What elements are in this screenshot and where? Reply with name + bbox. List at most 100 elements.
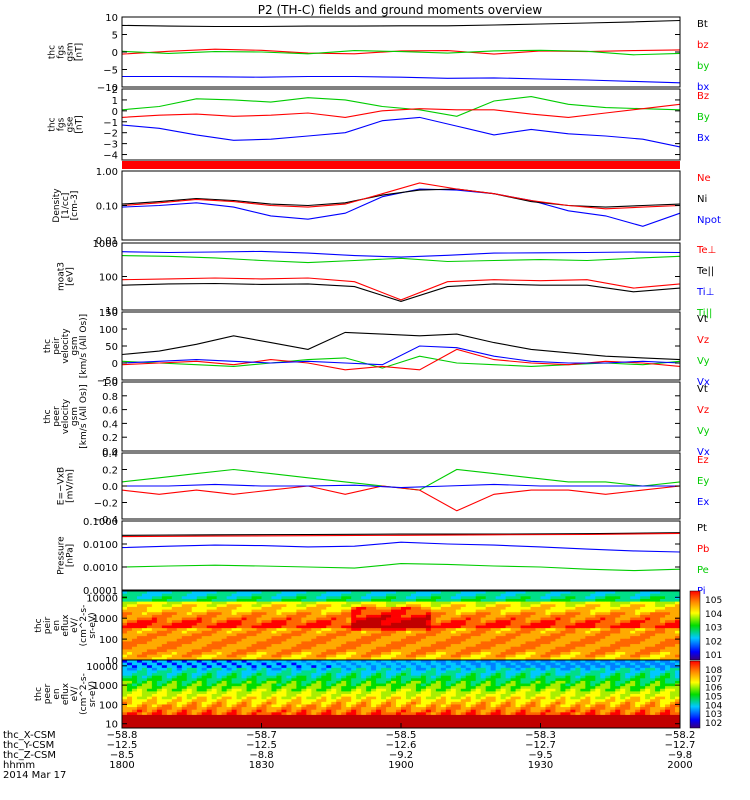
spectrogram-cell <box>665 644 671 648</box>
spectrogram-cell <box>570 614 576 618</box>
spectrogram-cell <box>296 652 302 656</box>
spectrogram-cell <box>655 657 661 661</box>
spectrogram-cell <box>505 622 511 626</box>
spectrogram-cell <box>615 620 621 624</box>
spectrogram-cell <box>371 593 377 597</box>
spectrogram-cell <box>595 622 601 626</box>
spectrogram-cell <box>435 688 442 692</box>
spectrogram-cell <box>291 686 297 690</box>
spectrogram-cell <box>321 662 327 666</box>
spectrogram-cell <box>321 654 327 658</box>
spectrogram-cell <box>301 667 307 671</box>
ytick-label: 2 <box>112 85 118 96</box>
spectrogram-cell <box>530 641 536 645</box>
spectrogram-cell <box>630 688 636 692</box>
spectrogram-cell <box>156 696 163 700</box>
spectrogram-cell <box>286 625 292 629</box>
spectrogram-cell <box>630 657 636 661</box>
spectrogram-cell <box>635 591 641 595</box>
spectrogram-cell <box>410 646 417 650</box>
spectrogram-cell <box>405 683 412 687</box>
spectrogram-cell <box>470 665 477 669</box>
spectrogram-cell <box>156 657 163 661</box>
ylabel-line: sr-eV) <box>88 612 98 638</box>
spectrogram-cell <box>226 652 233 656</box>
spectrogram-cell <box>410 696 417 700</box>
spectrogram-cell <box>196 652 203 656</box>
spectrogram-cell <box>450 617 457 621</box>
spectrogram-cell <box>655 662 661 666</box>
spectrogram-cell <box>570 612 576 616</box>
spectrogram-cell <box>216 678 223 682</box>
spectrogram-cell <box>480 620 487 624</box>
spectrogram-cell <box>485 654 492 658</box>
spectrogram-cell <box>585 596 591 600</box>
spectrogram-cell <box>565 646 571 650</box>
spectrogram-cell <box>376 601 382 605</box>
spectrogram-cell <box>445 665 452 669</box>
spectrogram-cell <box>336 699 342 703</box>
spectrogram-cell <box>351 598 357 603</box>
spectrogram-cell <box>251 696 257 700</box>
spectrogram-cell <box>545 660 551 664</box>
spectrogram-cell <box>381 625 387 629</box>
spectrogram-cell <box>301 652 307 656</box>
spectrogram-cell <box>396 654 402 658</box>
spectrogram-cell <box>410 667 417 671</box>
spectrogram-cell <box>615 660 621 664</box>
spectrogram-cell <box>186 701 193 705</box>
spectrogram-cell <box>625 675 631 679</box>
spectrogram-cell <box>341 614 347 618</box>
spectrogram-cell <box>635 638 641 642</box>
spectrogram-cell <box>425 628 432 632</box>
spectrogram-cell <box>126 683 133 687</box>
spectrogram-cell <box>580 614 586 618</box>
spectrogram-cell <box>470 644 477 648</box>
spectrogram-cell <box>211 646 218 650</box>
spectrogram-cell <box>131 649 138 653</box>
spectrogram-cell <box>156 670 163 674</box>
spectrogram-cell <box>286 596 292 600</box>
spectrogram-cell <box>450 694 457 698</box>
spectrogram-cell <box>550 606 556 610</box>
spectrogram-cell <box>430 598 437 603</box>
spectrogram-cell <box>251 667 257 671</box>
spectrogram-cell <box>675 680 681 684</box>
spectrogram-cell <box>401 630 407 634</box>
spectrogram-cell <box>595 665 601 669</box>
spectrogram-cell <box>610 680 616 684</box>
spectrogram-cell <box>565 614 571 618</box>
spectrogram-cell <box>420 612 427 616</box>
spectrogram-cell <box>271 688 277 692</box>
spectrogram-cell <box>391 606 397 610</box>
spectrogram-cell <box>191 596 198 600</box>
spectrogram-cell <box>196 691 203 695</box>
spectrogram-cell <box>670 696 676 700</box>
spectrogram-cell <box>136 678 143 682</box>
spectrogram-cell <box>630 696 636 700</box>
spectrogram-cell <box>630 596 636 600</box>
spectrogram-cell <box>540 675 546 679</box>
spectrogram-cell <box>171 686 178 690</box>
spectrogram-cell <box>136 641 143 645</box>
spectrogram-cell <box>545 641 551 645</box>
spectrogram-cell <box>306 644 312 648</box>
spectrogram-cell <box>580 625 586 629</box>
spectrogram-cell <box>485 638 492 642</box>
spectrogram-cell <box>226 675 233 679</box>
spectrogram-cell <box>236 654 242 658</box>
spectrogram-cell <box>161 660 168 664</box>
spectrogram-cell <box>520 683 526 687</box>
spectrogram-cell <box>455 652 462 656</box>
spectrogram-cell <box>605 686 611 690</box>
spectrogram-cell <box>122 604 128 608</box>
spectrogram-cell <box>351 612 357 616</box>
spectrogram-cell <box>590 601 596 605</box>
spectrogram-cell <box>361 641 367 645</box>
spectrogram-cell <box>356 598 362 603</box>
spectrogram-cell <box>281 652 287 656</box>
spectrogram-cell <box>171 641 178 645</box>
spectrogram-cell <box>131 665 138 669</box>
spectrogram-cell <box>306 591 312 595</box>
spectrogram-cell <box>341 680 347 684</box>
